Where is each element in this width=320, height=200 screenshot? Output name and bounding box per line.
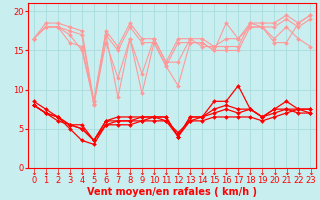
X-axis label: Vent moyen/en rafales ( km/h ): Vent moyen/en rafales ( km/h )	[87, 187, 257, 197]
